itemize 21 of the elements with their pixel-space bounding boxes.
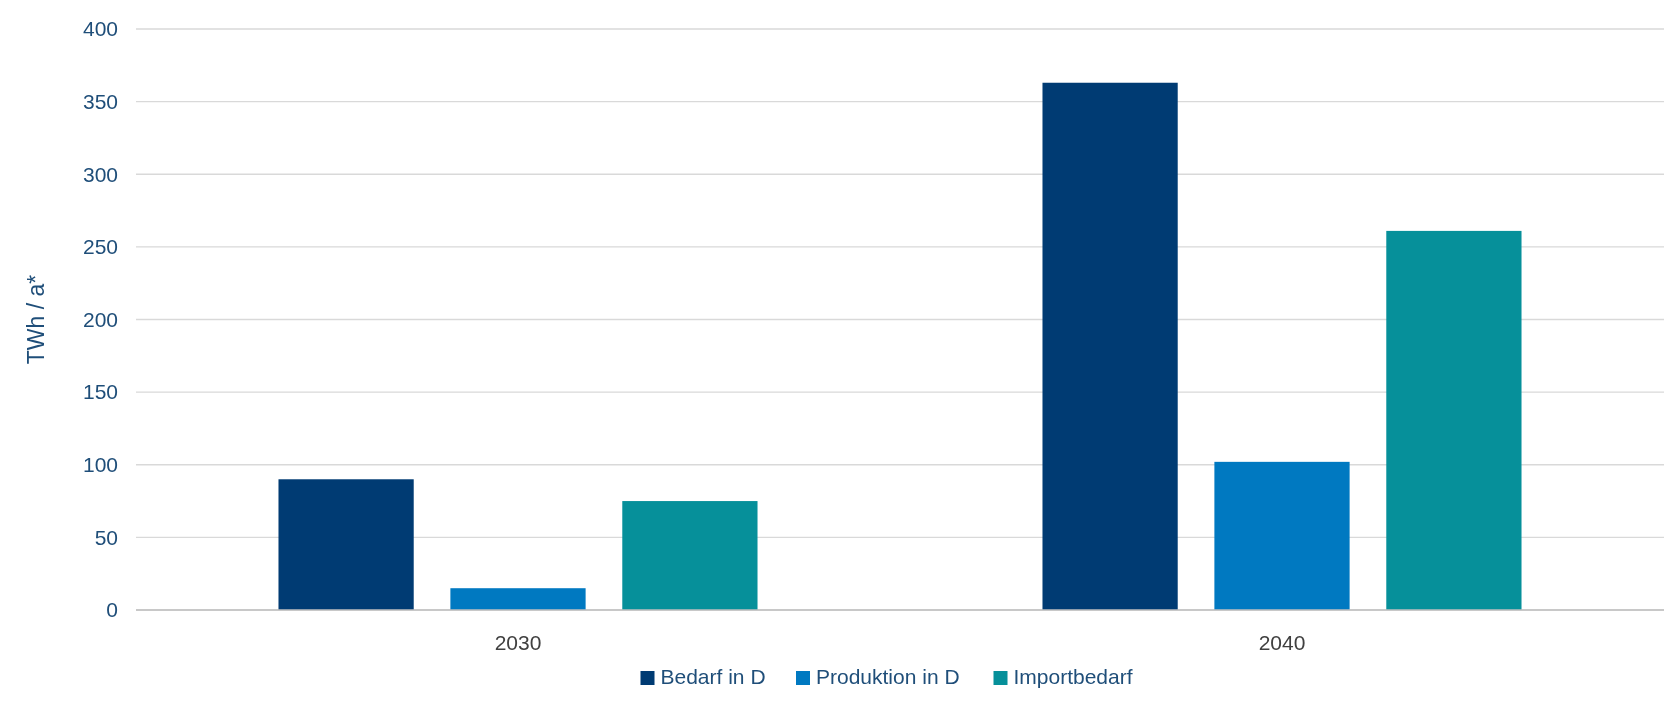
legend-label: Importbedarf xyxy=(1013,665,1133,688)
y-tick-label: 0 xyxy=(106,598,118,622)
bar xyxy=(622,501,758,610)
bar xyxy=(1386,230,1522,610)
y-tick-label: 100 xyxy=(82,453,118,477)
y-tick-label: 400 xyxy=(82,17,118,41)
y-tick-label: 350 xyxy=(82,89,118,113)
legend-label: Bedarf in D xyxy=(660,665,766,688)
y-tick-label: 200 xyxy=(82,307,118,331)
y-tick-label: 150 xyxy=(82,380,118,404)
y-tick-label: 50 xyxy=(94,525,118,549)
y-tick-label: 250 xyxy=(82,235,118,259)
x-tick-label: 2040 xyxy=(1258,631,1306,654)
y-tick-label: 300 xyxy=(82,162,118,186)
bar xyxy=(278,479,414,610)
bar xyxy=(1214,461,1350,610)
y-axis-title: TWh / a* xyxy=(23,274,49,365)
bar xyxy=(1042,82,1178,610)
x-tick-label: 2030 xyxy=(494,631,542,654)
legend-label: Produktion in D xyxy=(816,665,960,688)
bar xyxy=(450,588,586,610)
